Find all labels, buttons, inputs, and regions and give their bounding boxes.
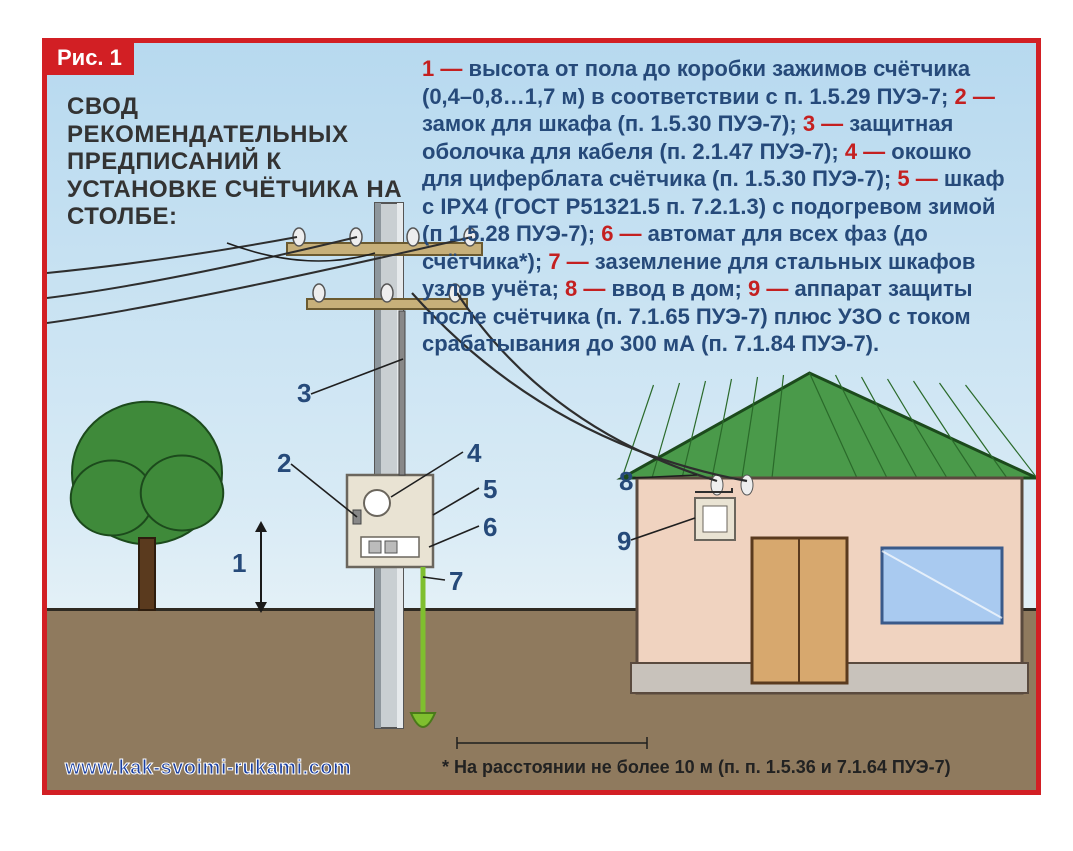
diagram-scene: Рис. 1 СВОД РЕКОМЕНДАТЕЛЬНЫХ ПРЕДПИСАНИЙ… [47,43,1036,790]
callout-2: 2 [277,448,291,479]
callout-1: 1 [232,548,246,579]
figure-label: Рис. 1 [47,43,134,75]
callout-3: 3 [297,378,311,409]
arrowhead-down-icon [255,602,267,613]
footnote: * На расстоянии не более 10 м (п. п. 1.5… [442,757,951,778]
legend: 1 — высота от пола до коробки зажимов сч… [422,55,1017,358]
callout-8: 8 [619,466,633,497]
callout-9: 9 [617,526,631,557]
height-arrow-icon [260,523,262,611]
callout-5: 5 [483,474,497,505]
callout-4: 4 [467,438,481,469]
website-url: www.kak-svoimi-rukami.com [65,757,351,780]
callout-6: 6 [483,512,497,543]
diagram-title: СВОД РЕКОМЕНДАТЕЛЬНЫХ ПРЕДПИСАНИЙ К УСТА… [67,93,407,231]
callout-7: 7 [449,566,463,597]
diagram-frame: Рис. 1 СВОД РЕКОМЕНДАТЕЛЬНЫХ ПРЕДПИСАНИЙ… [42,38,1041,795]
arrowhead-up-icon [255,521,267,532]
